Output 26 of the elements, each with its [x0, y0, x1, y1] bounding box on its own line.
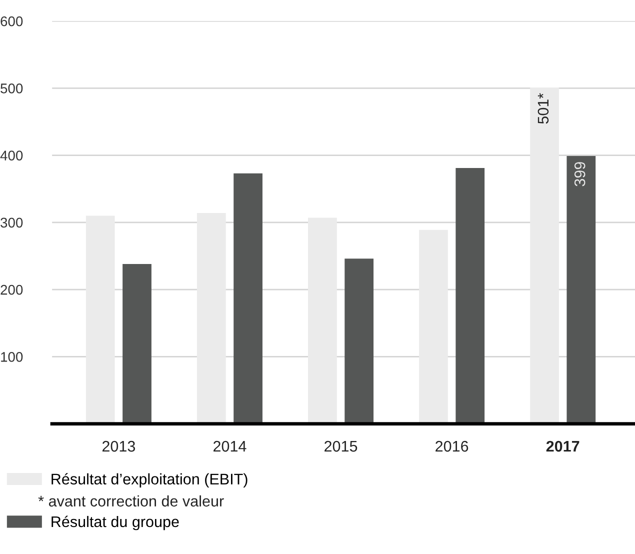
y-tick-label: 300 — [0, 218, 23, 228]
y-tick-label: 100 — [1, 352, 23, 362]
bar — [122, 264, 152, 424]
bar — [344, 258, 374, 424]
bar — [530, 88, 559, 424]
bar — [308, 218, 337, 424]
x-tick-label: 2013 — [102, 440, 136, 452]
data-label: 501* — [538, 93, 549, 124]
y-tick-label: 500 — [0, 84, 23, 94]
bar — [196, 213, 226, 424]
bar — [86, 216, 115, 424]
bar — [419, 230, 448, 424]
text: * avant correction de valeur — [38, 495, 224, 507]
y-tick-label: 600 — [0, 16, 23, 26]
data-label: 399 — [574, 162, 586, 186]
bar — [566, 156, 596, 424]
bar — [456, 168, 485, 424]
x-tick-label: 2016 — [436, 440, 468, 452]
x-tick-label: 2015 — [324, 440, 358, 452]
y-tick-label: 400 — [0, 150, 23, 160]
legend-label: Résultat du groupe — [52, 516, 179, 530]
bar — [234, 173, 262, 424]
x-tick-label: 2014 — [214, 440, 246, 452]
y-tick-label: 200 — [0, 284, 23, 295]
x-tick-label: 2017 — [546, 440, 580, 452]
legend-label: Résultat d’exploitation (EBIT) — [52, 473, 248, 488]
